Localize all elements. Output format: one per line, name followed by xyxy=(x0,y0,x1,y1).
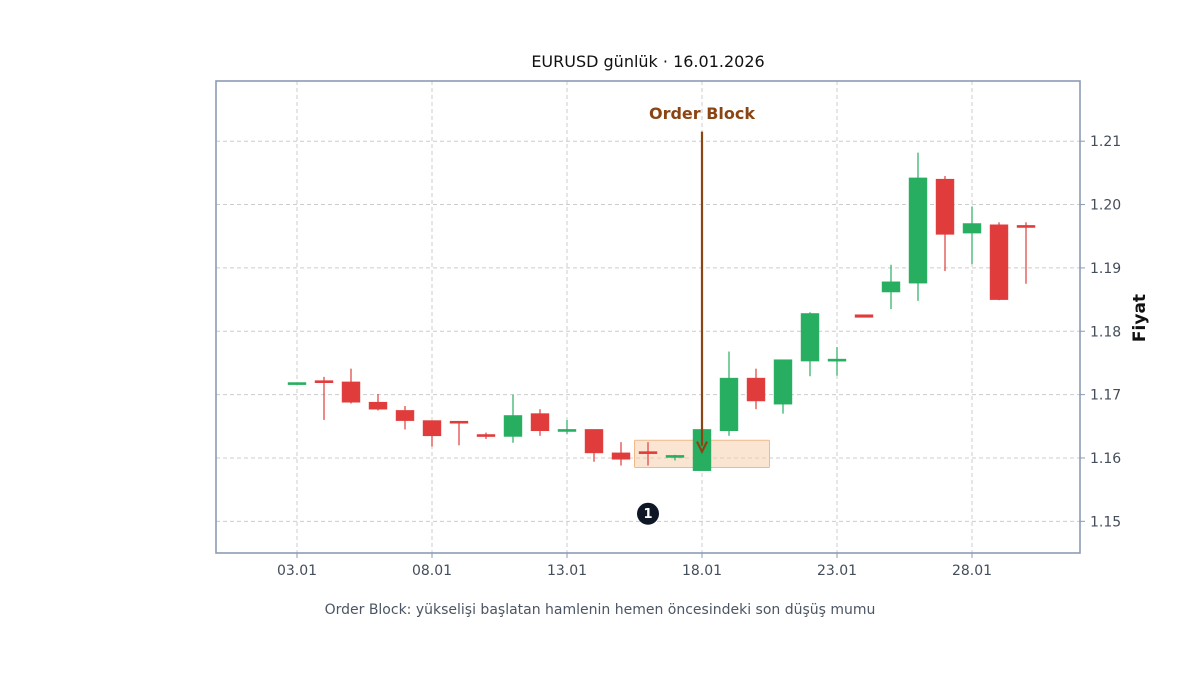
candle xyxy=(908,152,928,301)
candle xyxy=(584,429,604,462)
candle-body xyxy=(341,381,361,403)
candle-body xyxy=(854,314,874,318)
candle xyxy=(449,420,469,446)
marker-circle xyxy=(637,502,659,525)
candle xyxy=(854,314,874,318)
candle xyxy=(476,432,496,439)
candle xyxy=(287,382,307,385)
annotation-group: Order Block 1 xyxy=(637,104,755,525)
x-tick-label: 08.01 xyxy=(412,563,452,579)
candle xyxy=(989,222,1009,301)
y-tick-label: 1.19 xyxy=(1090,261,1121,277)
candle xyxy=(611,442,631,466)
candle xyxy=(935,176,955,272)
grid-lines xyxy=(216,81,1080,553)
x-tick-label: 18.01 xyxy=(682,563,722,579)
candle xyxy=(395,406,415,430)
x-tick-label: 23.01 xyxy=(817,563,857,579)
x-tick-label: 28.01 xyxy=(952,563,992,579)
candle xyxy=(557,419,577,434)
candle xyxy=(800,312,820,377)
candle xyxy=(746,368,766,410)
candle-body xyxy=(773,359,793,405)
candle-body xyxy=(962,223,982,234)
candle xyxy=(503,394,523,443)
y-tick-label: 1.20 xyxy=(1090,198,1121,214)
candle-body xyxy=(422,420,442,437)
candle-body xyxy=(368,401,388,410)
candle-body xyxy=(881,281,901,293)
candle-body xyxy=(638,451,658,454)
candle xyxy=(962,206,982,265)
chart-caption: Order Block: yükselişi başlatan hamlenin… xyxy=(324,602,876,618)
candle-body xyxy=(719,377,739,432)
candle xyxy=(638,442,658,466)
candle xyxy=(368,393,388,411)
candle xyxy=(422,420,442,447)
candle-body xyxy=(557,429,577,432)
candles xyxy=(287,152,1036,471)
candle-body xyxy=(1016,225,1036,228)
candle xyxy=(881,264,901,310)
candle-body xyxy=(746,377,766,402)
chart-title: EURUSD günlük · 16.01.2026 xyxy=(531,52,764,71)
candle xyxy=(719,351,739,436)
candle-body xyxy=(476,434,496,437)
x-tick-label: 13.01 xyxy=(547,563,587,579)
y-tick-label: 1.17 xyxy=(1090,388,1121,404)
x-tick-label: 03.01 xyxy=(277,563,317,579)
y-axis-label: Fiyat xyxy=(1130,294,1150,342)
candle-body xyxy=(665,455,685,458)
candle-body xyxy=(908,177,928,284)
plot-frame xyxy=(215,80,1081,554)
candle xyxy=(773,359,793,414)
y-tick-label: 1.21 xyxy=(1090,134,1121,150)
candle-body xyxy=(611,452,631,460)
candle-body xyxy=(503,415,523,437)
y-tick-label: 1.16 xyxy=(1090,451,1121,467)
candle-body xyxy=(530,413,550,432)
candle-body xyxy=(584,429,604,454)
candle-body xyxy=(449,420,469,424)
candle-body xyxy=(287,382,307,385)
annotation-arrow-head xyxy=(696,441,708,455)
candle-body xyxy=(314,380,334,383)
candle xyxy=(314,376,334,420)
y-axis-ticks: 1.15 1.16 1.17 1.18 1.19 1.20 1.21 xyxy=(1080,134,1121,530)
candle-body xyxy=(800,313,820,362)
candle xyxy=(341,368,361,404)
candle xyxy=(1016,222,1036,284)
marker-label: 1 xyxy=(643,507,652,522)
candle xyxy=(827,347,847,376)
candle xyxy=(530,409,550,436)
candle-body xyxy=(827,358,847,362)
annotation-label: Order Block xyxy=(649,104,755,123)
candle-body xyxy=(989,224,1009,300)
x-axis-ticks: 03.01 08.01 13.01 18.01 23.01 28.01 xyxy=(277,553,992,579)
y-tick-label: 1.15 xyxy=(1090,514,1121,530)
candle-body xyxy=(395,410,415,421)
candle xyxy=(665,454,685,461)
y-tick-label: 1.18 xyxy=(1090,324,1121,340)
candle-body xyxy=(935,178,955,235)
